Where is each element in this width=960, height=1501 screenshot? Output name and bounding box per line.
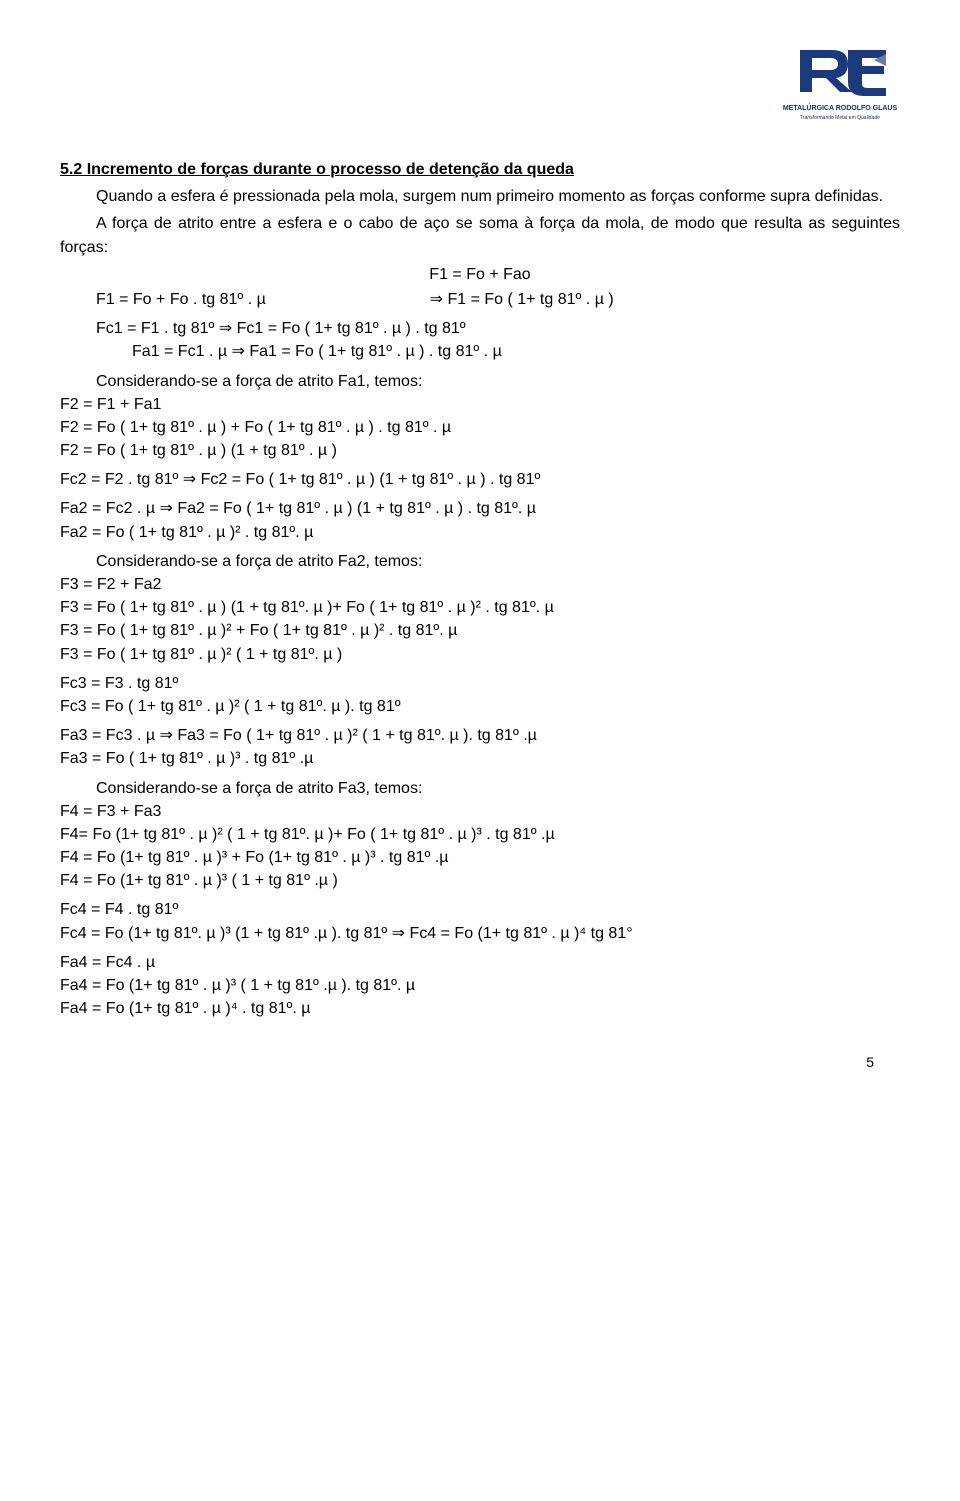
cons1-line-1: F2 = Fo ( 1+ tg 81º . µ ) + Fo ( 1+ tg 8… bbox=[60, 416, 900, 439]
block-cons1: Considerando-se a força de atrito Fa1, t… bbox=[60, 370, 900, 463]
fc3-line-0: Fc3 = F3 . tg 81º bbox=[60, 672, 900, 695]
eq-fc1: Fc1 = F1 . tg 81º ⇒ Fc1 = Fo ( 1+ tg 81º… bbox=[96, 317, 900, 340]
cons2-line-3: F3 = Fo ( 1+ tg 81º . µ )² ( 1 + tg 81º.… bbox=[60, 643, 900, 666]
page-number: 5 bbox=[866, 1052, 874, 1072]
cons3-lead: Considerando-se a força de atrito Fa3, t… bbox=[60, 777, 900, 800]
block-fc3: Fc3 = F3 . tg 81º Fc3 = Fo ( 1+ tg 81º .… bbox=[60, 672, 900, 718]
header-logo-row: METALÚRGICA RODOLFO GLAUS Transformando … bbox=[60, 40, 900, 130]
fc4-line-0: Fc4 = F4 . tg 81º bbox=[60, 898, 900, 921]
cons3-line-0: F4 = F3 + Fa3 bbox=[60, 800, 900, 823]
section-heading: 5.2 Incremento de forças durante o proce… bbox=[60, 158, 900, 181]
cons3-line-2: F4 = Fo (1+ tg 81º . µ )³ + Fo (1+ tg 81… bbox=[60, 846, 900, 869]
equation-f1-fao: F1 = Fo + Fao bbox=[60, 263, 900, 286]
cons1-line-2: F2 = Fo ( 1+ tg 81º . µ ) (1 + tg 81º . … bbox=[60, 439, 900, 462]
logo-text-top: METALÚRGICA RODOLFO GLAUS bbox=[783, 104, 897, 114]
cons2-line-1: F3 = Fo ( 1+ tg 81º . µ ) (1 + tg 81º. µ… bbox=[60, 596, 900, 619]
block-fc4: Fc4 = F4 . tg 81º Fc4 = Fo (1+ tg 81º. µ… bbox=[60, 898, 900, 944]
fa4-line-0: Fa4 = Fc4 . µ bbox=[60, 951, 900, 974]
block-fa4: Fa4 = Fc4 . µ Fa4 = Fo (1+ tg 81º . µ )³… bbox=[60, 951, 900, 1021]
company-logo: METALÚRGICA RODOLFO GLAUS Transformando … bbox=[780, 40, 900, 130]
block-cons2: Considerando-se a força de atrito Fa2, t… bbox=[60, 550, 900, 666]
block-fa3: Fa3 = Fc3 . µ ⇒ Fa3 = Fo ( 1+ tg 81º . µ… bbox=[60, 724, 900, 770]
fa2-line-1: Fa2 = Fo ( 1+ tg 81º . µ )² . tg 81º. µ bbox=[60, 521, 900, 544]
logo-text-bottom: Transformando Metal em Qualidade bbox=[800, 115, 880, 122]
intro-paragraph-2: A força de atrito entre a esfera e o cab… bbox=[60, 212, 900, 258]
block-cons3: Considerando-se a força de atrito Fa3, t… bbox=[60, 777, 900, 893]
block-fc1-fa1: Fc1 = F1 . tg 81º ⇒ Fc1 = Fo ( 1+ tg 81º… bbox=[60, 317, 900, 363]
fc4-line-1: Fc4 = Fo (1+ tg 81º. µ )³ (1 + tg 81º .µ… bbox=[60, 922, 900, 945]
block-fa2: Fa2 = Fc2 . µ ⇒ Fa2 = Fo ( 1+ tg 81º . µ… bbox=[60, 497, 900, 543]
fc3-line-1: Fc3 = Fo ( 1+ tg 81º . µ )² ( 1 + tg 81º… bbox=[60, 695, 900, 718]
cons1-line-0: F2 = F1 + Fa1 bbox=[60, 393, 900, 416]
fa3-line-0: Fa3 = Fc3 . µ ⇒ Fa3 = Fo ( 1+ tg 81º . µ… bbox=[60, 724, 900, 747]
eq-fc2: Fc2 = F2 . tg 81º ⇒ Fc2 = Fo ( 1+ tg 81º… bbox=[60, 468, 900, 491]
fa4-line-2: Fa4 = Fo (1+ tg 81º . µ )⁴ . tg 81º. µ bbox=[60, 997, 900, 1020]
cons1-lead: Considerando-se a força de atrito Fa1, t… bbox=[60, 370, 900, 393]
cons2-line-2: F3 = Fo ( 1+ tg 81º . µ )² + Fo ( 1+ tg … bbox=[60, 619, 900, 642]
cons2-lead: Considerando-se a força de atrito Fa2, t… bbox=[60, 550, 900, 573]
cons2-line-0: F3 = F2 + Fa2 bbox=[60, 573, 900, 596]
equation-f1-right: ⇒ F1 = Fo ( 1+ tg 81º . µ ) bbox=[430, 288, 900, 311]
cons3-line-1: F4= Fo (1+ tg 81º . µ )² ( 1 + tg 81º. µ… bbox=[60, 823, 900, 846]
fa4-line-1: Fa4 = Fo (1+ tg 81º . µ )³ ( 1 + tg 81º … bbox=[60, 974, 900, 997]
equation-f1-row: F1 = Fo + Fo . tg 81º . µ ⇒ F1 = Fo ( 1+… bbox=[60, 288, 900, 311]
eq-fa1: Fa1 = Fc1 . µ ⇒ Fa1 = Fo ( 1+ tg 81º . µ… bbox=[96, 340, 900, 363]
fa3-line-1: Fa3 = Fo ( 1+ tg 81º . µ )³ . tg 81º .µ bbox=[60, 747, 900, 770]
intro-paragraph-1: Quando a esfera é pressionada pela mola,… bbox=[60, 185, 900, 208]
equation-f1-left: F1 = Fo + Fo . tg 81º . µ bbox=[60, 288, 430, 311]
fa2-line-0: Fa2 = Fc2 . µ ⇒ Fa2 = Fo ( 1+ tg 81º . µ… bbox=[60, 497, 900, 520]
cons3-line-3: F4 = Fo (1+ tg 81º . µ )³ ( 1 + tg 81º .… bbox=[60, 869, 900, 892]
